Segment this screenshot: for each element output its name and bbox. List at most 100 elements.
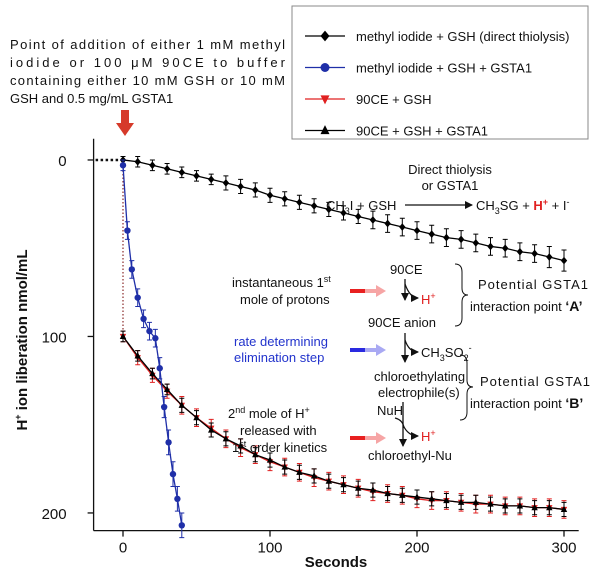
eq-sup: - xyxy=(567,197,570,207)
x-axis-label: Seconds xyxy=(305,554,368,571)
marker xyxy=(252,450,259,458)
series xyxy=(119,159,185,539)
marker xyxy=(119,162,127,169)
marker xyxy=(119,332,127,340)
marker xyxy=(487,500,494,507)
annotation: Potential GSTA1 xyxy=(480,374,590,389)
scheme-part: H xyxy=(421,429,430,444)
scheme-text: electrophile(s) xyxy=(378,385,460,400)
ann-part: order kinetics xyxy=(246,440,327,455)
marker xyxy=(140,315,147,323)
ann-sup: + xyxy=(305,405,310,415)
legend: methyl iodide + GSH (direct thiolysis) me… xyxy=(291,5,589,140)
y-label-part: ion liberation nmol/mL xyxy=(14,249,31,414)
marker xyxy=(502,244,509,253)
scheme-part: CH xyxy=(421,345,440,360)
annotation: Potential GSTA1 xyxy=(478,277,588,292)
eq-sub: 3 xyxy=(345,206,350,216)
scheme-sup: + xyxy=(430,428,435,438)
marker xyxy=(266,456,274,463)
legend-label: 90CE + GSH + GSTA1 xyxy=(356,124,488,139)
marker xyxy=(546,503,553,511)
marker xyxy=(340,480,347,488)
scheme-branch xyxy=(404,283,419,302)
marker xyxy=(163,385,171,392)
marker xyxy=(296,198,303,207)
marker xyxy=(502,502,509,509)
marker xyxy=(320,63,330,72)
eq-part: SG + xyxy=(500,198,534,213)
eq-part: + I xyxy=(548,198,566,213)
marker xyxy=(369,486,377,493)
marker xyxy=(252,186,259,194)
marker xyxy=(320,125,330,135)
marker xyxy=(310,472,318,479)
marker xyxy=(443,233,450,242)
series xyxy=(119,155,568,272)
scheme-branch xyxy=(404,339,419,356)
marker xyxy=(160,403,168,411)
x-tick-label: 300 xyxy=(551,540,576,557)
y-axis-label: H+ ion liberation nmol/mL xyxy=(13,249,31,430)
marker xyxy=(320,95,330,105)
eq-sup: + xyxy=(543,197,548,207)
note-line: Point of addition of either 1 mM methyl xyxy=(10,37,285,52)
marker xyxy=(428,230,435,238)
y-tick-label: 100 xyxy=(42,329,67,346)
marker xyxy=(146,327,153,335)
ann-part: 2 xyxy=(228,406,235,421)
marker xyxy=(355,484,362,491)
x-tick-label: 0 xyxy=(119,540,127,557)
annotation: rate determining xyxy=(234,334,328,349)
ann-bold: ‘A’ xyxy=(565,298,582,314)
addition-note: Point of addition of either 1 mM methyl … xyxy=(10,37,286,106)
brace xyxy=(459,354,474,421)
ann-part: mole of H xyxy=(245,406,304,421)
annotation: 2nd mole of H+ xyxy=(228,405,310,421)
marker xyxy=(163,164,171,173)
marker xyxy=(178,522,185,529)
ann-part: interaction point xyxy=(470,396,565,411)
marker xyxy=(472,498,479,505)
note-line: containing either 10 mM GSH or 10 mM xyxy=(10,73,285,88)
marker xyxy=(281,194,288,203)
annotation: instantaneous 1st xyxy=(232,274,331,290)
marker xyxy=(428,494,435,502)
brace xyxy=(454,263,469,327)
scheme-part: H xyxy=(421,292,430,307)
ann-part: interaction point xyxy=(470,299,565,314)
eq-part: I + GSH xyxy=(350,198,397,213)
marker xyxy=(222,179,230,187)
marker xyxy=(325,477,332,484)
scheme-part: SO xyxy=(445,345,464,360)
marker xyxy=(266,191,274,200)
scheme-text: chloroethyl-Nu xyxy=(368,448,452,463)
marker xyxy=(487,242,494,251)
eq-part: CH xyxy=(326,198,345,213)
y-tick-label: 0 xyxy=(58,153,66,170)
scheme-proton: H+ xyxy=(421,291,436,307)
marker xyxy=(546,253,553,261)
marker xyxy=(165,439,172,446)
annotation: Direct thiolysis xyxy=(408,162,492,177)
marker xyxy=(156,365,163,372)
ann-part: instantaneous 1 xyxy=(232,275,324,290)
annotation: mole of protons xyxy=(240,292,330,307)
marker xyxy=(152,335,159,342)
equation-left: CH3I + GSH xyxy=(326,198,396,216)
marker xyxy=(355,212,362,221)
marker xyxy=(340,209,347,217)
marker xyxy=(531,249,538,258)
scheme-branch xyxy=(402,424,419,440)
eq-proton: H xyxy=(533,198,542,213)
annotation: released with xyxy=(240,423,317,438)
series xyxy=(119,330,568,517)
scheme-text: chloroethylating xyxy=(374,369,465,384)
scheme-text: NuH xyxy=(377,403,403,418)
marker xyxy=(296,468,303,475)
marker xyxy=(369,216,377,224)
scheme-text: 90CE anion xyxy=(368,315,436,330)
x-tick-label: 200 xyxy=(404,540,429,557)
note-line: iodide or 100 μM 90CE to buffer xyxy=(10,55,286,70)
